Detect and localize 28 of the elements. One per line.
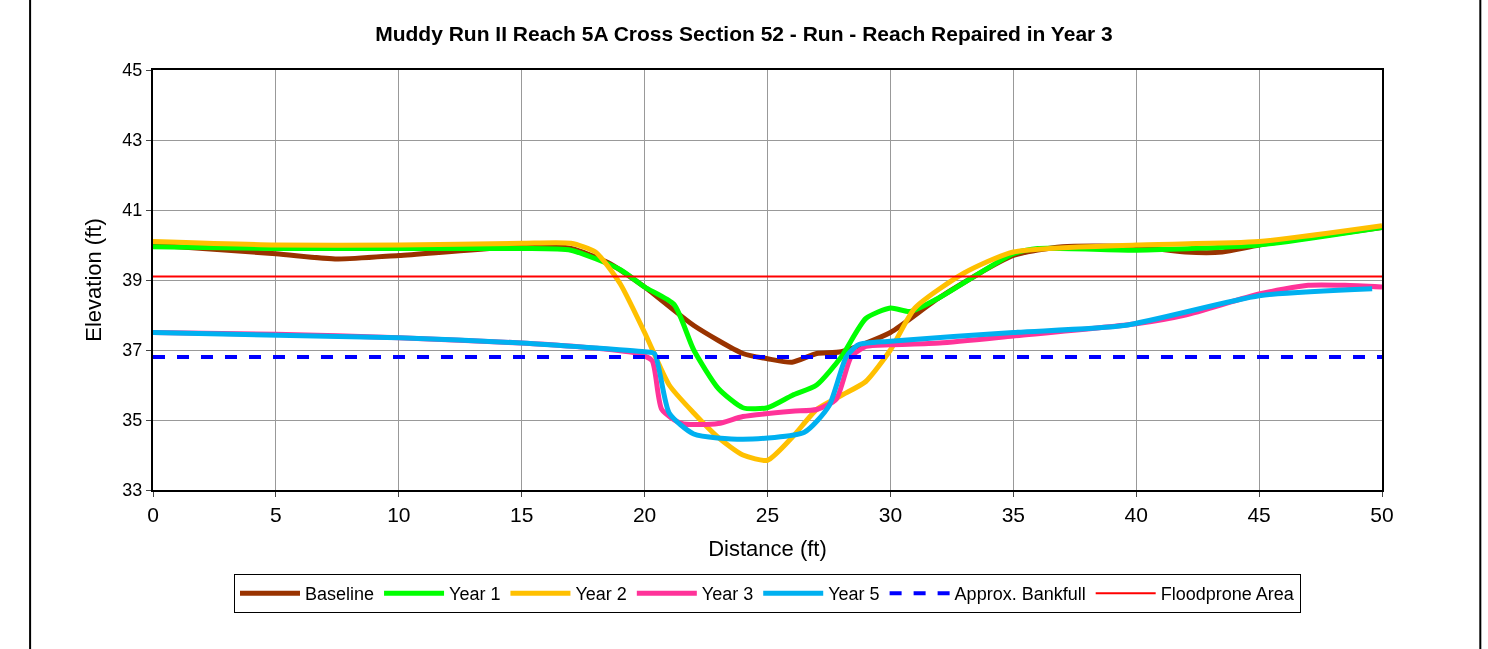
legend-label: Year 5 <box>828 584 880 605</box>
legend-label: Approx. Bankfull <box>954 584 1086 605</box>
legend-label: Year 1 <box>449 584 501 605</box>
x-tick-label: 25 <box>755 503 780 527</box>
x-tick-label: 20 <box>632 503 657 527</box>
x-axis-title: Distance (ft) <box>708 535 827 561</box>
y-tick-label: 39 <box>122 270 143 291</box>
legend-label: Floodprone Area <box>1160 584 1295 605</box>
chart-title: Muddy Run II Reach 5A Cross Section 52 - Run - Reach Repaired in Year 3 <box>375 21 1113 45</box>
x-tick-label: 10 <box>387 503 411 527</box>
x-tick-label: 45 <box>1247 503 1271 527</box>
legend-label: Year 2 <box>575 584 627 605</box>
x-tick-label: 15 <box>510 503 534 527</box>
x-tick-label: 50 <box>1370 503 1394 527</box>
legend-label: Year 3 <box>701 584 754 605</box>
y-tick-label: 41 <box>122 200 143 221</box>
x-tick-label: 0 <box>147 503 159 527</box>
y-axis-title: Elevation (ft) <box>80 218 106 342</box>
y-tick-label: 35 <box>122 410 143 431</box>
x-tick-label: 30 <box>878 503 903 527</box>
y-tick-label: 33 <box>122 480 143 501</box>
x-tick-label: 5 <box>270 503 282 527</box>
x-tick-label: 40 <box>1124 503 1148 527</box>
legend-label: Baseline <box>305 584 375 605</box>
y-tick-label: 37 <box>122 340 143 361</box>
x-tick-label: 35 <box>1001 503 1025 527</box>
y-tick-label: 43 <box>122 130 143 151</box>
y-tick-label: 45 <box>122 60 143 81</box>
